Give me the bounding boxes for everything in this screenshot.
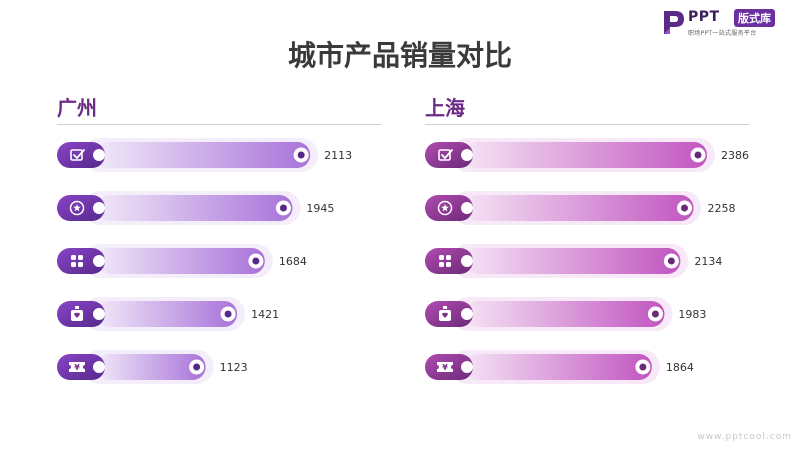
bar-end-dot	[252, 257, 260, 265]
data-label: 2113	[324, 149, 352, 162]
bar	[97, 354, 206, 380]
check-box-icon	[70, 149, 85, 161]
bar	[97, 248, 265, 274]
data-label: 1983	[678, 308, 706, 321]
bar-row: 2386	[425, 138, 749, 172]
data-label: 1945	[306, 202, 334, 215]
divider	[425, 124, 749, 125]
data-label: 1864	[666, 361, 694, 374]
category-icon-pill	[57, 248, 105, 274]
bar-notch	[461, 308, 473, 320]
bar-chart: 2386 2258 2134 1983 ¥ 1864	[425, 138, 749, 384]
city-title: 广州	[57, 96, 97, 120]
data-label: 2258	[707, 202, 735, 215]
data-label: 1123	[220, 361, 248, 374]
bar-end-dot	[639, 363, 647, 371]
star-icon	[437, 200, 453, 216]
logo-slogan: 职场PPT一站式服务平台	[688, 30, 757, 37]
page-title: 城市产品销量对比	[287, 39, 512, 72]
bar-notch	[93, 202, 105, 214]
data-label: 2134	[694, 255, 722, 268]
perfume-bottle-icon	[439, 306, 451, 321]
chart-panel-shanghai: 上海 2386 2258 2134 1983 ¥1864	[425, 92, 749, 392]
bar	[465, 142, 707, 168]
svg-text:¥: ¥	[74, 363, 80, 372]
bar-notch	[461, 361, 473, 373]
divider	[57, 124, 381, 125]
bar-row: 2113	[57, 138, 352, 172]
bar	[465, 248, 681, 274]
bar-end-dot	[680, 204, 688, 212]
logo-brand: PPT	[688, 9, 720, 25]
bar-row: 1945	[57, 191, 334, 225]
category-icon-pill	[57, 195, 105, 221]
logo: PPT 版式库 职场PPT一站式服务平台	[662, 8, 788, 38]
chart-panel-guangzhou: 广州 2113 1945 1684 1421 ¥1123	[57, 92, 381, 392]
bar-notch	[93, 149, 105, 161]
logo-badge: 版式库	[734, 9, 775, 27]
bar	[97, 195, 293, 221]
bar	[97, 142, 311, 168]
bar-notch	[93, 255, 105, 267]
data-label: 2386	[721, 149, 749, 162]
svg-text:¥: ¥	[442, 363, 448, 372]
bar-end-dot	[297, 151, 305, 159]
bar	[97, 301, 238, 327]
bar	[465, 301, 665, 327]
category-icon-pill	[425, 248, 473, 274]
bar-notch	[93, 361, 105, 373]
bar-notch	[461, 202, 473, 214]
check-box-icon	[438, 149, 453, 161]
bar-end-dot	[224, 310, 232, 318]
logo-mark-icon	[664, 11, 684, 34]
bar-notch	[461, 255, 473, 267]
bar-row: 1983	[425, 297, 706, 331]
bar-chart: 2113 1945 1684 1421 ¥ 1123	[57, 138, 352, 384]
data-label: 1684	[279, 255, 307, 268]
bar-end-dot	[651, 310, 659, 318]
grid-icon	[71, 255, 83, 267]
category-icon-pill	[57, 142, 105, 168]
city-title: 上海	[425, 96, 465, 120]
ticket-icon: ¥	[437, 362, 453, 372]
bar-row: 1421	[57, 297, 279, 331]
bar-end-dot	[667, 257, 675, 265]
bar-end-dot	[193, 363, 201, 371]
bar-row: ¥1123	[57, 350, 248, 384]
data-label: 1421	[251, 308, 279, 321]
perfume-bottle-icon	[71, 306, 83, 321]
bar	[465, 195, 694, 221]
bar-row: 1684	[57, 244, 307, 278]
bar-notch	[93, 308, 105, 320]
category-icon-pill	[425, 195, 473, 221]
bar-end-dot	[279, 204, 287, 212]
star-icon	[69, 200, 85, 216]
bar	[465, 354, 652, 380]
bar-row: 2134	[425, 244, 722, 278]
grid-icon	[439, 255, 451, 267]
bar-row: 2258	[425, 191, 735, 225]
bar-end-dot	[694, 151, 702, 159]
ticket-icon: ¥	[69, 362, 85, 372]
bar-row: ¥1864	[425, 350, 694, 384]
bar-notch	[461, 149, 473, 161]
category-icon-pill	[425, 142, 473, 168]
footer-url: www.pptcool.com	[697, 432, 792, 442]
